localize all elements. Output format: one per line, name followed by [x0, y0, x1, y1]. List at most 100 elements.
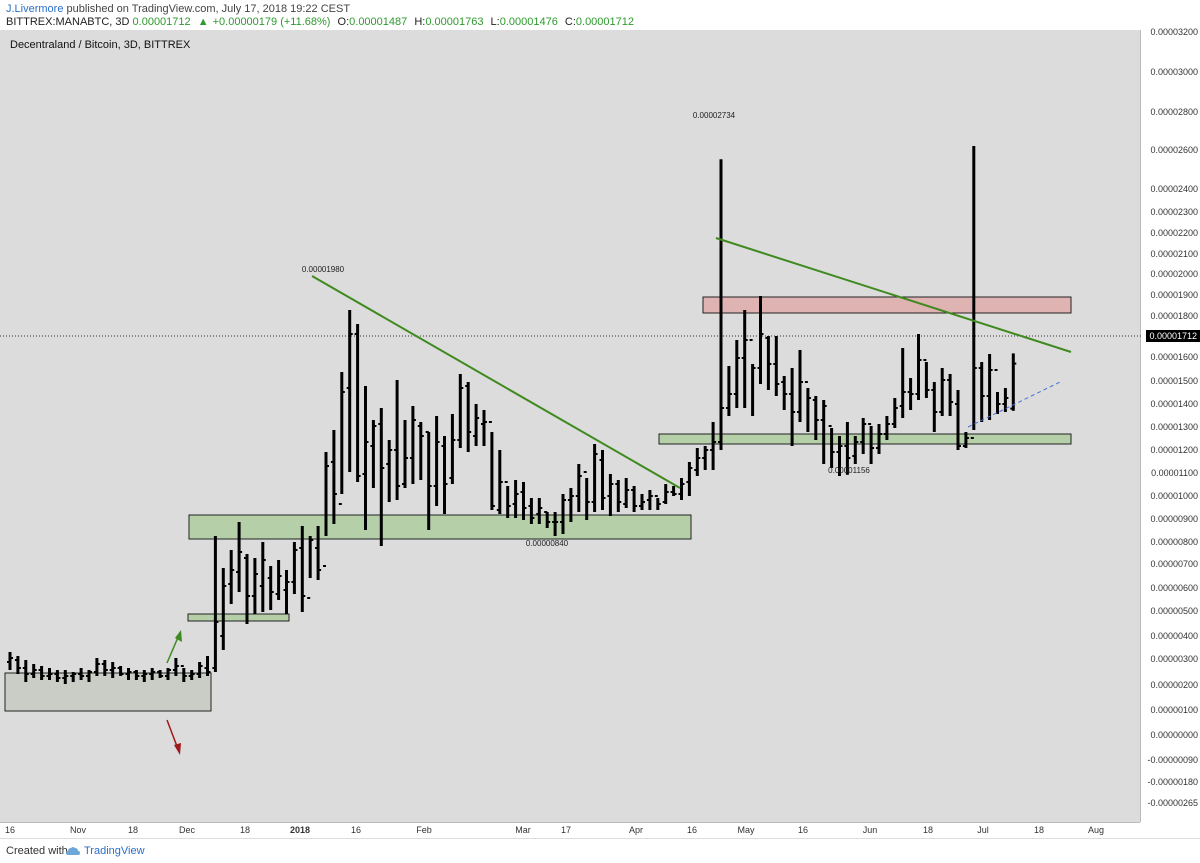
ohlc-bar [876, 424, 882, 454]
ohlc-bar [733, 340, 740, 408]
trendline-2[interactable] [715, 237, 1072, 353]
price-tick-label: 0.00000400 [1150, 631, 1198, 641]
ohlc-bar [244, 554, 250, 624]
ohlc-bar [362, 386, 369, 530]
ohlc-bar [228, 550, 235, 604]
ohlc-bar [346, 310, 353, 472]
ohlc-bar [623, 478, 630, 508]
ohlc-bar [891, 398, 898, 428]
ohlc-bar [725, 366, 732, 416]
support-zone-base [4, 672, 212, 712]
time-tick-label: Jul [977, 825, 989, 835]
price-tick-label: 0.00003200 [1150, 27, 1198, 37]
price-tick-label: 0.00001300 [1150, 422, 1198, 432]
ohlc-bar [686, 462, 693, 496]
ohlc-bar [330, 430, 337, 524]
ohlc-bar [757, 296, 764, 384]
ohlc-bar [188, 670, 195, 680]
resistance-zone [702, 296, 1072, 314]
ohlc-bar [702, 446, 709, 470]
time-tick-label: 16 [350, 825, 362, 835]
ohlc-bar [718, 159, 724, 450]
price-chart[interactable] [0, 0, 1141, 822]
ohlc-bar [646, 490, 653, 510]
low-label: L: [490, 16, 500, 28]
ohlc-bar [441, 436, 448, 514]
price-tick-label: 0.00000800 [1150, 537, 1198, 547]
ohlc-bar [291, 542, 298, 594]
ohlc-bar [812, 396, 819, 440]
tradingview-brand[interactable]: TradingView [84, 845, 145, 857]
ohlc-bar [583, 471, 590, 520]
price-tick-label: 0.00000100 [1150, 705, 1198, 715]
ohlc-bar [654, 495, 661, 510]
ohlc-bar [1002, 388, 1009, 412]
ohlc-bar [220, 568, 227, 650]
open-label: O: [337, 16, 350, 28]
price-tick-label: 0.00000300 [1150, 654, 1198, 664]
ohlc-bar [797, 350, 803, 422]
high-label: H: [414, 16, 426, 28]
ohlc-bar [46, 668, 53, 680]
trendline-1[interactable] [311, 275, 681, 489]
ohlc-bar [923, 359, 930, 398]
price-tick-label: 0.00000700 [1150, 559, 1198, 569]
ohlc-bar [30, 664, 37, 678]
time-axis[interactable]: 16 Nov 18 Dec 18 2018 16 Feb Mar 17 Apr 16 May 16 Jun 1… [0, 822, 1140, 839]
time-tick-label: 16 [797, 825, 809, 835]
price-tick-label: 0.00001200 [1150, 445, 1198, 455]
price-tick-label: 0.00001100 [1151, 468, 1198, 478]
ohlc-bar [844, 422, 851, 475]
change-icon: ▲ [197, 16, 209, 28]
ohlc-bar [504, 481, 511, 518]
ohlc-bar [7, 652, 13, 670]
price-tick-label: 0.00001400 [1150, 399, 1198, 409]
annotation-high-2: 0.00002734 [692, 111, 736, 120]
ohlc-bar [236, 522, 243, 592]
up-arrow-icon [166, 630, 182, 664]
time-tick-label: Dec [178, 825, 196, 835]
ohlc-bar [828, 425, 835, 468]
time-tick-label: 2018 [289, 825, 311, 835]
ohlc-bar [883, 416, 890, 440]
ohlc-bar [417, 422, 424, 480]
price-tick-label: 0.00002600 [1150, 145, 1198, 155]
ohlc-bar [449, 414, 456, 484]
ohlc-bar [109, 662, 116, 678]
price-tick-label: 0.00000600 [1150, 583, 1198, 593]
author-link[interactable]: J.Livermore [6, 3, 64, 15]
ohlc-bar [78, 668, 85, 680]
low-value: 0.00001476 [499, 16, 558, 28]
time-tick-label: 17 [560, 825, 572, 835]
ohlc-bar [212, 536, 219, 672]
ohlc-bar [402, 420, 408, 488]
ohlc-bar [488, 421, 495, 510]
price-tick-label: 0.00002300 [1150, 207, 1198, 217]
ohlc-bar [386, 440, 393, 502]
published-info: published on TradingView.com, July 17, 2… [66, 3, 351, 15]
current-price-tag: 0.00001712 [1146, 330, 1200, 342]
support-zone-dec [187, 613, 290, 622]
ohlc-bar [631, 486, 638, 512]
price-axis[interactable]: 0.00003200 0.00003000 0.00002800 0.00002600… [1141, 27, 1200, 822]
ohlc-bar [820, 400, 827, 464]
price-tick-label: 0.00002000 [1150, 269, 1198, 279]
dashed-support-line[interactable] [967, 381, 1061, 428]
price-tick-label: 0.00001600 [1150, 352, 1198, 362]
open-value: 0.00001487 [349, 16, 408, 28]
time-tick-label: Jun [862, 825, 878, 835]
ohlc-bar [915, 334, 922, 400]
ohlc-bar [283, 570, 290, 614]
ohlc-bar [947, 374, 954, 416]
time-tick-label: Feb [416, 825, 432, 835]
ohlc-bar [370, 420, 377, 488]
ohlc-line: BITTREX:MANABTC, 3D 0.00001712 ▲ +0.00000… [6, 16, 634, 28]
price-tick-label: 0.00000200 [1150, 680, 1198, 690]
ohlc-bar [591, 444, 598, 512]
ohlc-bar [567, 488, 574, 522]
ohlc-bar [180, 665, 187, 682]
ohlc-bar [978, 362, 985, 422]
ohlc-bar [93, 658, 100, 676]
ohlc-bar [275, 560, 282, 600]
ohlc-bar [409, 406, 416, 484]
